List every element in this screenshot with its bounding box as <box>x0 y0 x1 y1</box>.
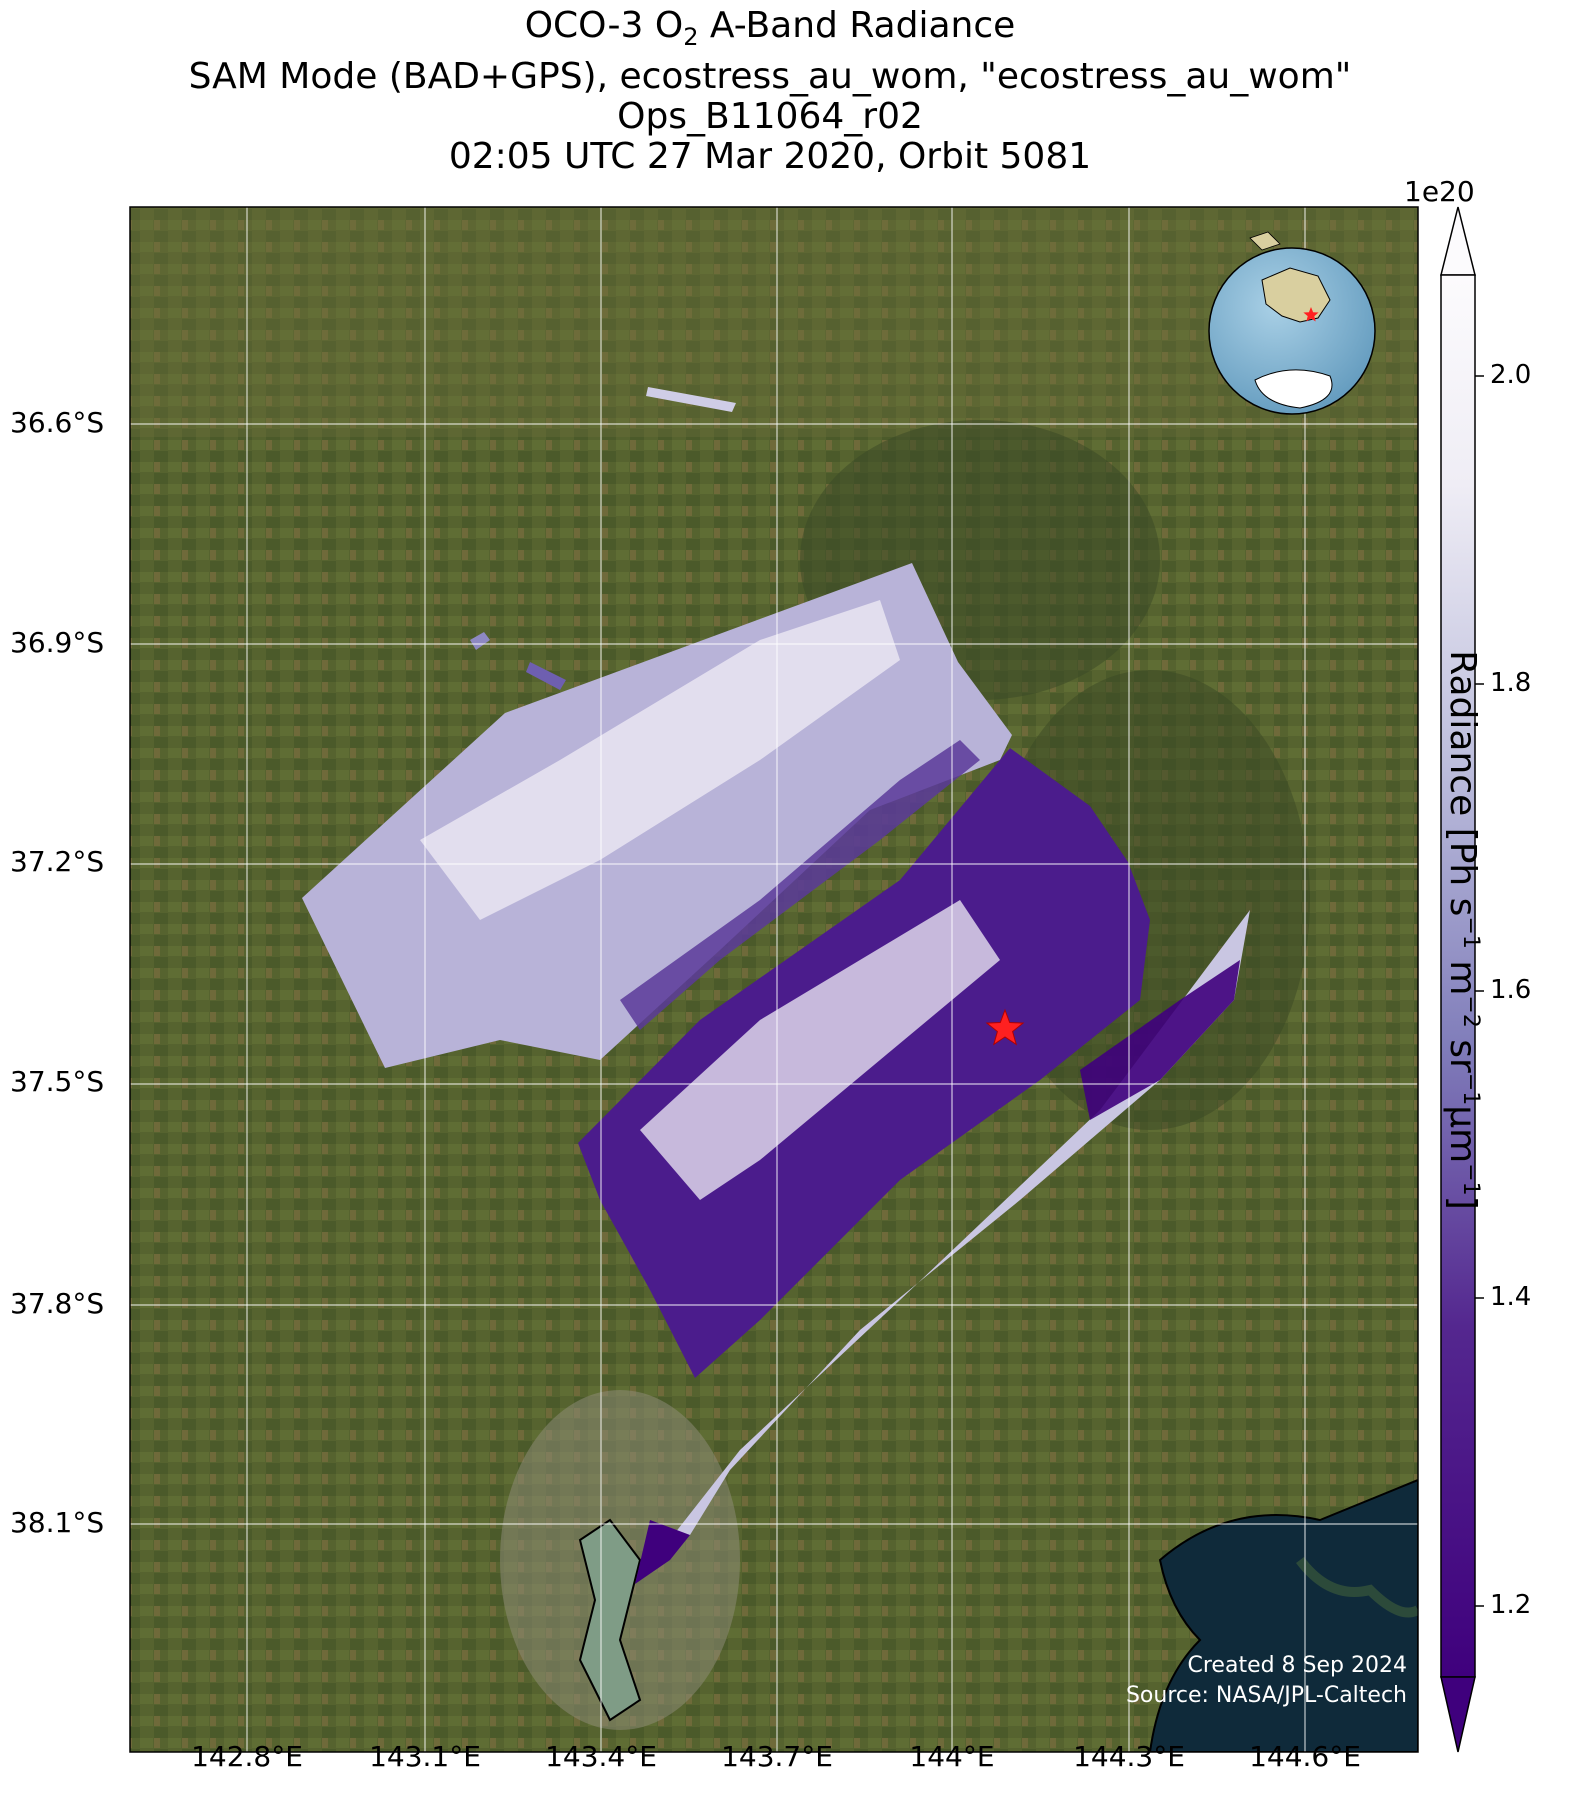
lon-label-143-1: 143.1°E <box>369 1740 481 1773</box>
colorbar-label: Radiance [Ph s−1 m−2 sr−1μm−1] <box>1442 650 1483 1210</box>
swath-1-dark <box>620 740 980 1030</box>
credit-source: Source: NASA/JPL-Caltech <box>1125 1683 1407 1708</box>
lat-label-38-1: 38.1°S <box>10 1506 105 1539</box>
swath-2-light <box>640 900 1000 1200</box>
globe-star-icon <box>1303 307 1319 322</box>
lat-label-37-8: 37.8°S <box>10 1287 105 1320</box>
chart-title: OCO-3 O2 A-Band Radiance SAM Mode (BAD+G… <box>0 6 1540 177</box>
swath-tip <box>635 1520 690 1584</box>
lat-label-37-2: 37.2°S <box>10 845 105 878</box>
title-line-4: 02:05 UTC 27 Mar 2020, Orbit 5081 <box>448 136 1092 178</box>
credit-created: Created 8 Sep 2024 <box>1187 1653 1408 1678</box>
swath-3 <box>635 910 1250 1584</box>
colorbar-tick-1-2: 1.2 <box>1490 1590 1532 1620</box>
title-line-2: SAM Mode (BAD+GPS), ecostress_au_wom, "e… <box>188 56 1352 98</box>
colorbar-exponent: 1e20 <box>1404 175 1475 208</box>
colorbar-tick-1-6: 1.6 <box>1490 975 1532 1005</box>
swath-1-light <box>420 600 900 920</box>
colorbar-tick-1-8: 1.8 <box>1490 668 1532 698</box>
colorbar-tick-2-0: 2.0 <box>1490 360 1532 390</box>
gridlines <box>130 207 1418 1752</box>
lat-label-36-6: 36.6°S <box>10 406 105 439</box>
lon-label-144-3: 144.3°E <box>1073 1740 1185 1773</box>
inset-globe <box>1208 231 1376 415</box>
swath-small-2 <box>470 632 490 650</box>
lon-label-144: 144°E <box>909 1740 995 1773</box>
title-line-3: Ops_B11064_r02 <box>617 96 923 138</box>
radiance-swaths <box>302 387 1250 1584</box>
lon-label-143-7: 143.7°E <box>721 1740 833 1773</box>
swath-3-dark <box>1080 960 1240 1120</box>
colorbar-tick-1-4: 1.4 <box>1490 1282 1532 1312</box>
target-star-icon <box>985 1008 1025 1046</box>
swath-small-1 <box>646 387 736 412</box>
lon-label-142-8: 142.8°E <box>191 1740 303 1773</box>
lat-label-37-5: 37.5°S <box>10 1065 105 1098</box>
title-line-1: OCO-3 O2 A-Band Radiance <box>524 5 1016 52</box>
swath-small-3 <box>526 662 566 690</box>
lon-label-143-4: 143.4°E <box>545 1740 657 1773</box>
colorbar <box>1440 206 1484 1753</box>
map-frame <box>129 206 1419 1753</box>
lon-label-144-6: 144.6°E <box>1249 1740 1361 1773</box>
lat-label-36-9: 36.9°S <box>10 626 105 659</box>
